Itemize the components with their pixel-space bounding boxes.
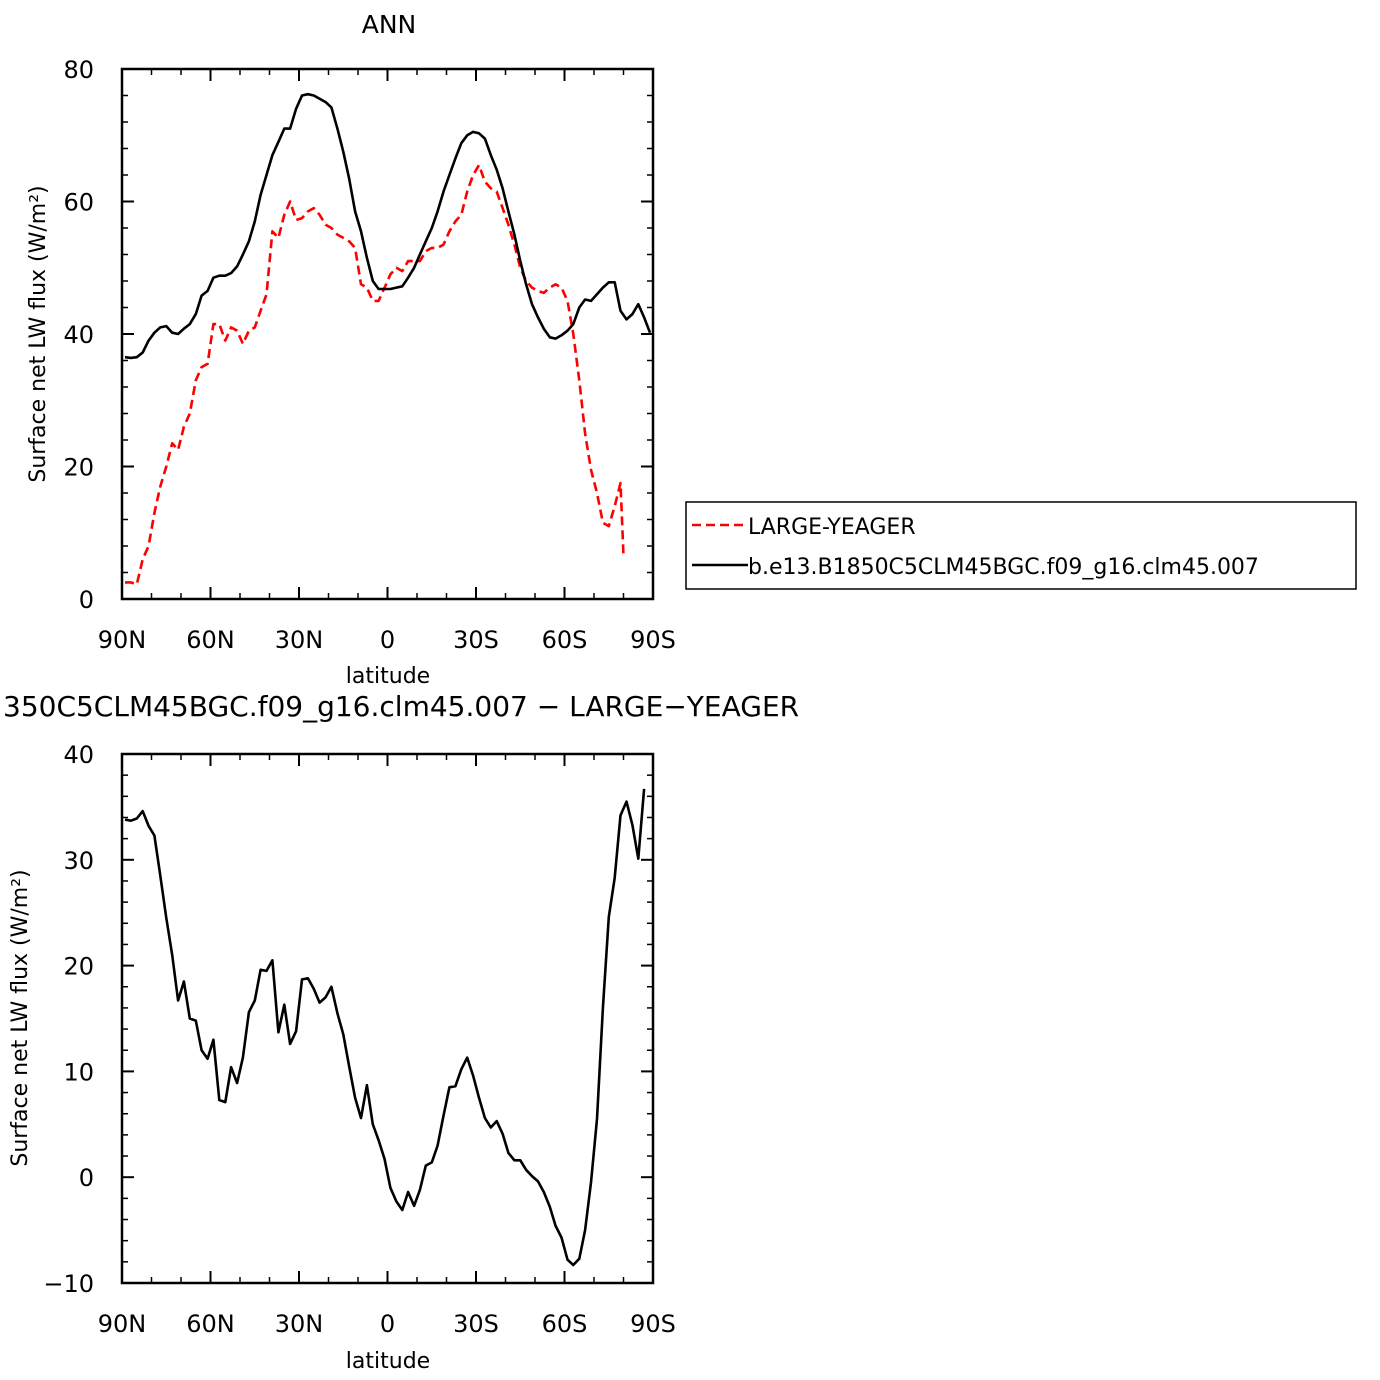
top-series-line-1: [124, 92, 652, 360]
top-y-tick-label: 40: [63, 321, 94, 349]
top-title: ANN: [362, 10, 417, 39]
bottom-y-tick-label: 0: [79, 1164, 94, 1192]
top-axes: 90N 60N 30N 0 30S 60S 90S 0 20 40 60 80: [63, 56, 675, 654]
top-series-line-0: [125, 163, 625, 586]
bottom-x-tick-label: 90S: [630, 1310, 676, 1338]
top-y-tick-label: 80: [63, 56, 94, 84]
bottom-axes: 90N 60N 30N 0 30S 60S 90S −10 0 10 20 30 40: [43, 741, 676, 1338]
top-x-tick-label: 60S: [542, 626, 588, 654]
top-x-tick-label: 30S: [453, 626, 499, 654]
top-y-tick-label: 0: [79, 586, 94, 614]
top-series: [124, 92, 652, 586]
bottom-y-tick-label: −10: [43, 1270, 94, 1298]
chart-bottom: 350C5CLM45BGC.f09_g16.clm45.007 − LARGE−…: [3, 690, 799, 1374]
bottom-y-axis-label: Surface net LW flux (W/m²): [8, 869, 33, 1166]
top-x-tick-label: 60N: [186, 626, 235, 654]
top-x-tick-label: 90S: [630, 626, 676, 654]
legend-label-b-e13: b.e13.B1850C5CLM45BGC.f09_g16.clm45.007: [748, 555, 1259, 580]
bottom-x-tick-label: 0: [380, 1310, 395, 1338]
bottom-y-tick-label: 40: [63, 741, 94, 769]
bottom-y-tick-label: 10: [63, 1058, 94, 1086]
top-y-axis-label: Surface net LW flux (W/m²): [26, 185, 51, 482]
bottom-x-tick-label: 30S: [453, 1310, 499, 1338]
bottom-y-tick-label: 30: [63, 847, 94, 875]
top-x-tick-label: 30N: [275, 626, 324, 654]
top-y-tick-label: 60: [63, 189, 94, 217]
chart-top: ANN 90N 60N 30N 0 30S 60S 90S 0 20 40 60 80 latitud…: [26, 10, 1357, 689]
top-x-tick-label: 90N: [98, 626, 147, 654]
top-y-tick-label: 20: [63, 454, 94, 482]
top-x-axis-label: latitude: [346, 664, 430, 689]
legend-label-large-yeager: LARGE-YEAGER: [748, 515, 916, 540]
bottom-x-axis-label: latitude: [346, 1349, 430, 1374]
bottom-title: 350C5CLM45BGC.f09_g16.clm45.007 − LARGE−…: [3, 690, 799, 723]
bottom-x-tick-label: 60N: [186, 1310, 235, 1338]
top-x-tick-label: 0: [380, 626, 395, 654]
bottom-x-tick-label: 60S: [542, 1310, 588, 1338]
legend-box: [685, 501, 1357, 590]
bottom-series: [124, 788, 646, 1267]
legend: LARGE-YEAGER b.e13.B1850C5CLM45BGC.f09_g…: [685, 501, 1357, 590]
bottom-x-tick-label: 90N: [98, 1310, 147, 1338]
bottom-y-tick-label: 20: [63, 953, 94, 981]
bottom-series-line-0: [124, 788, 646, 1267]
bottom-x-tick-label: 30N: [275, 1310, 324, 1338]
bottom-plot-frame: [120, 752, 655, 1285]
